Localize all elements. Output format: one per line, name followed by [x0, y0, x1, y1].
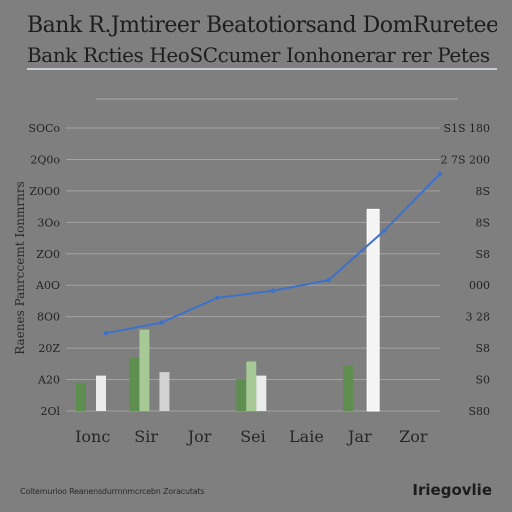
trend-point	[326, 277, 331, 283]
chart-title: Bank R.Jmtireer Beatotiorsand DomRuretee	[27, 14, 497, 38]
bar	[76, 382, 86, 411]
bar	[256, 375, 267, 411]
y-tick-label-left: A20	[37, 374, 60, 387]
trend-point	[159, 320, 164, 325]
y-tick-label-right: S1S 180	[443, 122, 490, 135]
y-tick-label-right: 8S	[475, 185, 490, 198]
bar	[129, 357, 140, 411]
y-tick-label-left: A0O	[35, 279, 60, 292]
y-tick-label-left: ZO0	[36, 248, 60, 261]
bar	[236, 379, 247, 411]
y-tick-label-left: 2Ol	[40, 405, 60, 418]
x-tick-label: Sei	[240, 427, 266, 446]
x-tick-label: Jor	[186, 427, 212, 446]
x-tick-label: Laie	[289, 427, 324, 446]
chart-header: Bank R.Jmtireer Beatotiorsand DomRuretee…	[0, 0, 512, 100]
y-tick-label-right: S80	[468, 405, 490, 418]
bar	[139, 329, 150, 411]
trend-point	[382, 228, 387, 233]
highlight-bar	[366, 208, 380, 412]
y-tick-label-right: S0	[475, 374, 490, 387]
bar	[159, 372, 170, 411]
chart-subtitle: Bank Rcties HeoSCcumer Ionhonerar rer Pe…	[27, 44, 490, 66]
y-tick-label-right: S8	[475, 342, 490, 355]
bar	[343, 365, 354, 411]
source-note: Coltemurioo Reanensdurrnnmcrcebn Zoracut…	[20, 487, 205, 496]
y-tick-label-left: Z0O0	[29, 185, 60, 198]
trend-point	[270, 288, 276, 293]
trend-point	[103, 330, 109, 336]
y-tick-label-left: 3Oo	[37, 216, 60, 229]
brand-logo: Iriegovlie	[412, 481, 492, 499]
y-axis-label: Raenes Panrccemt Ionmrnrs	[13, 181, 27, 355]
y-tick-label-right: 3 28	[466, 311, 491, 324]
bar	[96, 375, 106, 411]
x-tick-label: Zor	[399, 427, 428, 446]
x-tick-label: Ionc	[75, 427, 110, 446]
y-tick-label-left: 8O0	[37, 311, 60, 324]
y-tick-label-left: 2Q0o	[30, 153, 60, 166]
y-tick-label-right: 8S	[475, 216, 490, 229]
y-tick-label-left: SOCo	[28, 122, 60, 135]
x-tick-label: Sir	[134, 427, 158, 446]
y-tick-label-right: S8	[475, 248, 490, 261]
trend-point	[437, 171, 443, 177]
trend-point	[215, 295, 220, 300]
bar	[246, 361, 257, 411]
title-underline	[27, 68, 497, 70]
x-tick-label: Jar	[346, 427, 372, 446]
y-tick-label-right: 000	[469, 279, 490, 292]
y-tick-label-left: 20Z	[38, 342, 60, 355]
y-tick-label-right: 2 7S 200	[440, 153, 490, 166]
